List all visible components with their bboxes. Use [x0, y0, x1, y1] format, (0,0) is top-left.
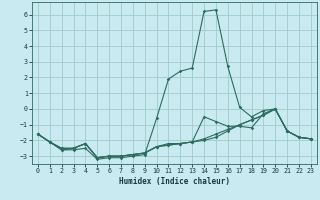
X-axis label: Humidex (Indice chaleur): Humidex (Indice chaleur) — [119, 177, 230, 186]
